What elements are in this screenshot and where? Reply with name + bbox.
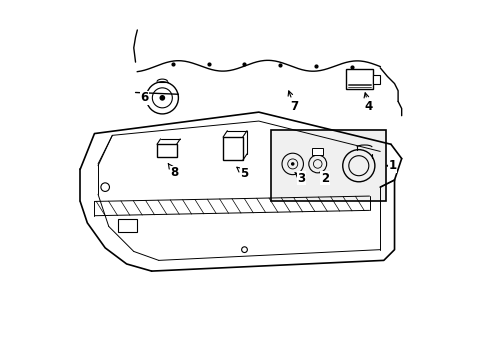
Text: 3: 3 [294,172,305,185]
Text: 7: 7 [287,91,298,113]
Text: 8: 8 [168,164,179,179]
Text: 4: 4 [364,93,372,113]
Bar [271,130,385,202]
Text: 2: 2 [320,172,328,185]
FancyBboxPatch shape [118,219,137,232]
Bar [372,75,380,84]
Text: 1: 1 [386,159,396,172]
Circle shape [290,162,294,166]
Bar [157,144,176,157]
Bar [312,148,323,155]
Circle shape [159,95,165,101]
Bar [223,137,242,160]
Bar [346,69,372,89]
Text: 5: 5 [236,167,248,180]
Text: 6: 6 [140,91,148,104]
